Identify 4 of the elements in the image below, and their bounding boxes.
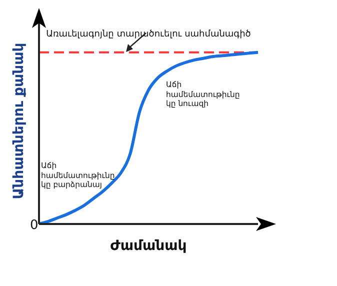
y-axis-title: Անհատներու քանակ xyxy=(10,42,27,200)
text: 0 xyxy=(30,218,40,234)
ref-line-label: Առաւելագոյնը տարածուելու սահմանագիծ xyxy=(46,29,252,40)
x-axis-title: Ժամանակ xyxy=(110,238,187,254)
